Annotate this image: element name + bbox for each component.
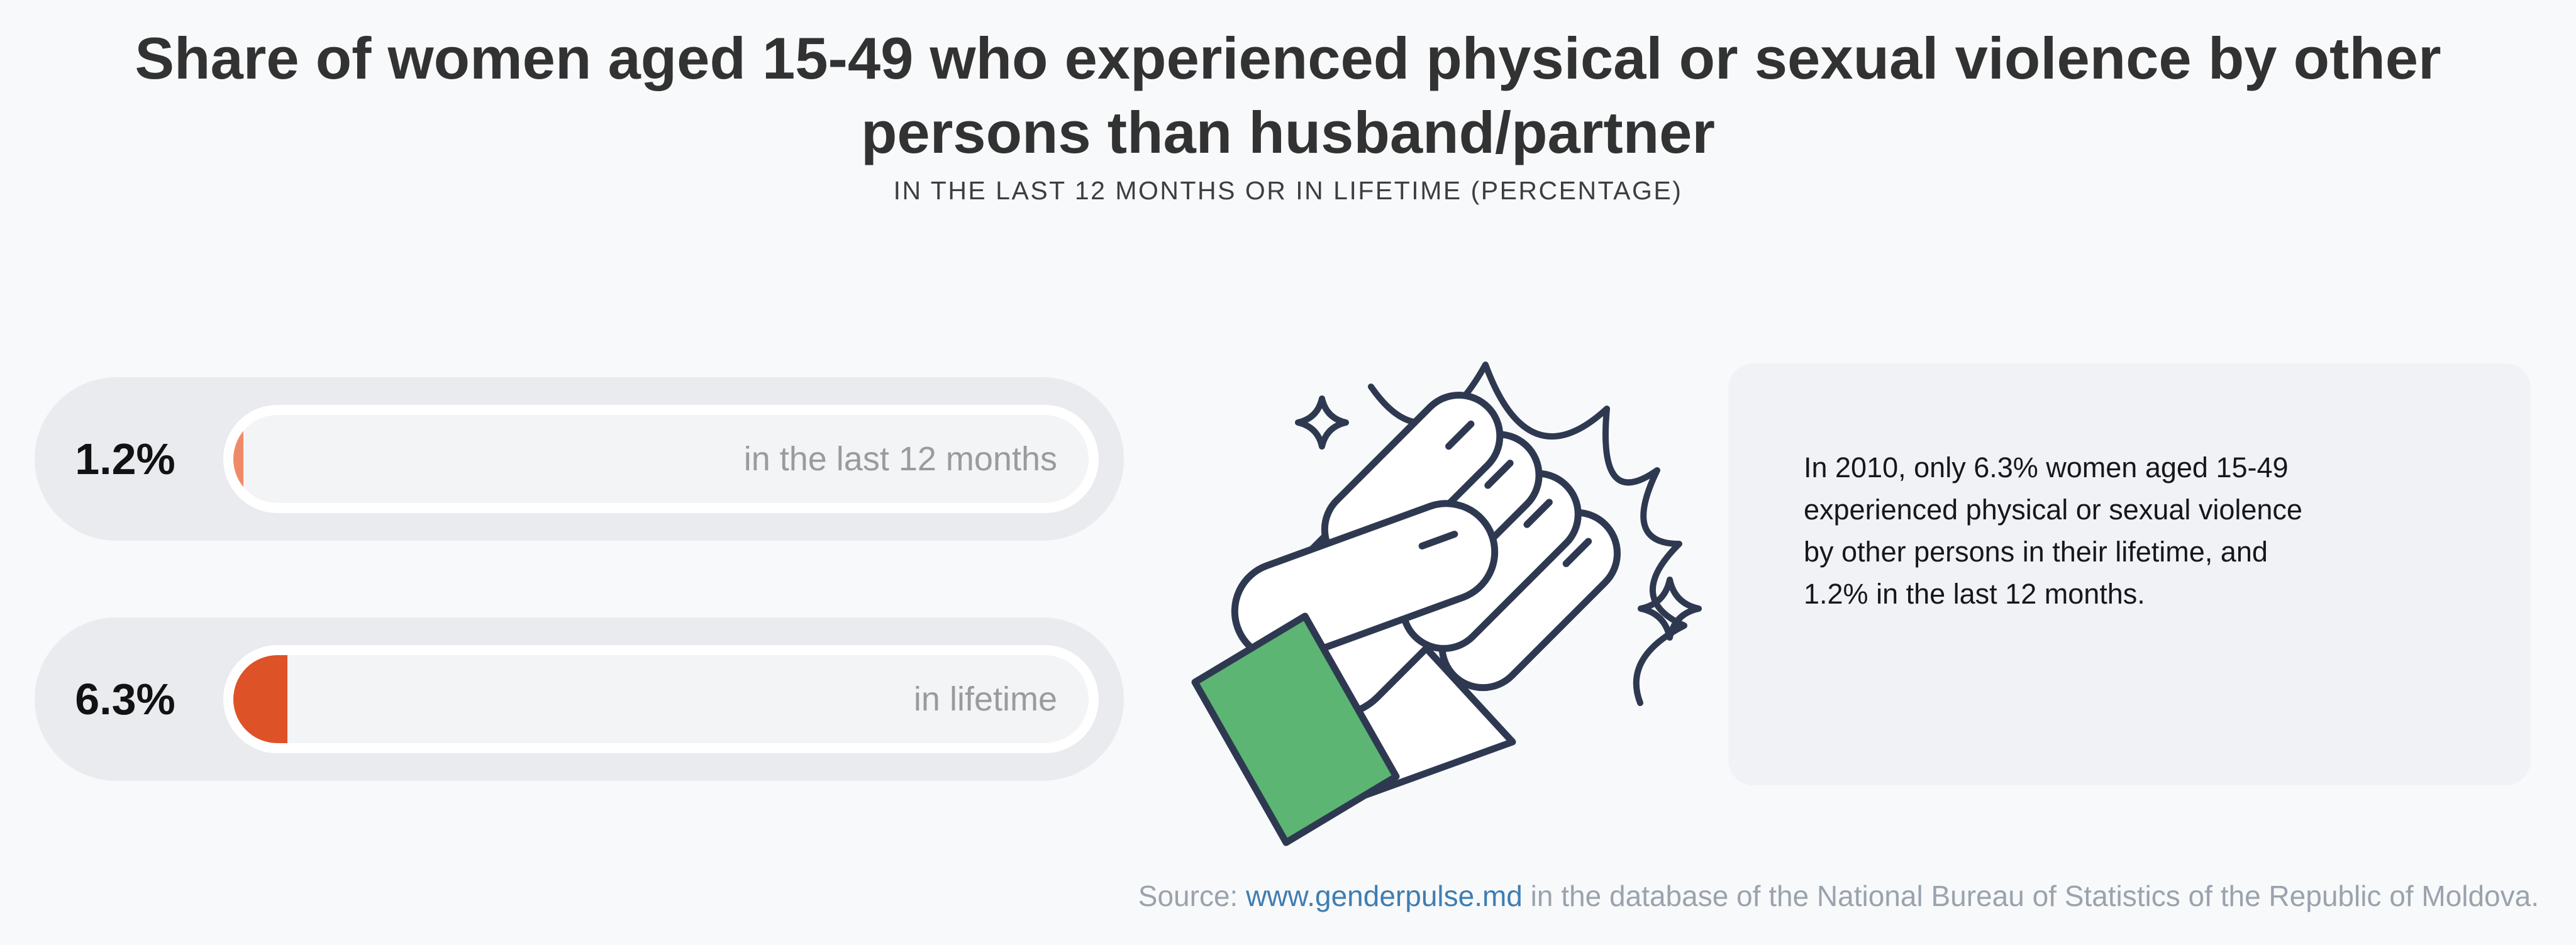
sleeve-cuff xyxy=(1191,612,1400,846)
annotation-text: In 2010, only 6.3% women aged 15-49 expe… xyxy=(1804,446,2493,615)
bar-fill-1 xyxy=(233,655,287,743)
bar-value-label: 1.2% xyxy=(75,434,175,484)
annotation-line: experienced physical or sexual violence xyxy=(1804,494,2302,526)
bar-row-lifetime: 6.3% in lifetime xyxy=(35,617,1124,781)
bar-value-label: 6.3% xyxy=(75,675,175,724)
knuckle-line xyxy=(1484,460,1514,489)
source-suffix: in the database of the National Bureau o… xyxy=(1522,880,2539,912)
bar-category-label: in the last 12 months xyxy=(743,440,1057,478)
bar-capsule: in lifetime xyxy=(223,645,1099,753)
source-line: Source: www.genderpulse.md in the databa… xyxy=(0,879,2539,913)
bar-fill-0 xyxy=(233,415,244,503)
bar-track: in lifetime xyxy=(233,655,1089,743)
fist-punch-illustration xyxy=(1191,362,1702,846)
sparkle-icon xyxy=(1295,395,1349,450)
source-prefix: Source: xyxy=(1138,880,1246,912)
bar-capsule: in the last 12 months xyxy=(223,405,1099,513)
annotation-line: 1.2% in the last 12 months. xyxy=(1804,578,2145,610)
page-title: Share of women aged 15-49 who experience… xyxy=(0,21,2576,170)
source-link[interactable]: www.genderpulse.md xyxy=(1246,880,1523,912)
page-subtitle: IN THE LAST 12 MONTHS OR IN LIFETIME (PE… xyxy=(893,176,1683,205)
title-line-1: Share of women aged 15-49 who experience… xyxy=(135,25,2441,91)
bar-row-last-12-months: 1.2% in the last 12 months xyxy=(35,377,1124,541)
annotation-line: In 2010, only 6.3% women aged 15-49 xyxy=(1804,451,2289,484)
annotation-line: by other persons in their lifetime, and xyxy=(1804,536,2268,568)
bar-track: in the last 12 months xyxy=(233,415,1089,503)
knuckle-line xyxy=(1523,499,1553,528)
annotation-card: In 2010, only 6.3% women aged 15-49 expe… xyxy=(1728,363,2531,785)
knuckle-line xyxy=(1445,420,1475,450)
bar-category-label: in lifetime xyxy=(913,680,1057,718)
thumb-line xyxy=(1418,531,1458,550)
sparkle-icon xyxy=(1638,577,1702,641)
title-line-2: persons than husband/partner xyxy=(861,99,1715,165)
knuckle-line xyxy=(1562,538,1592,567)
